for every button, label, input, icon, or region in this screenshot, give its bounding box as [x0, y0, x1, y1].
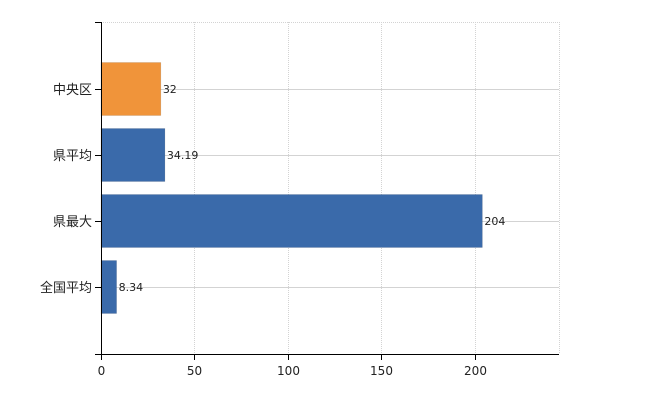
- bar-0: [100, 62, 162, 116]
- x-tick-label-2: 100: [277, 364, 300, 378]
- data-label-1: 34.19: [167, 149, 199, 162]
- data-label-0: 32: [163, 83, 177, 96]
- axis-layer: [95, 22, 559, 360]
- category-label-1: 県平均: [53, 149, 92, 164]
- x-tick-label-4: 200: [464, 364, 487, 378]
- category-label-2: 県最大: [53, 215, 92, 230]
- bar-1: [100, 128, 166, 182]
- grid-layer: [101, 22, 560, 354]
- label-layer: 32 中央区 34.19 県平均 204 県最大 8.34 全国平均 0 50 100 150 200: [40, 83, 505, 378]
- x-tick-label-1: 50: [187, 364, 202, 378]
- category-label-0: 中央区: [53, 83, 92, 98]
- bar-2: [100, 194, 483, 248]
- category-label-3: 全国平均: [40, 280, 92, 296]
- data-label-2: 204: [484, 215, 505, 228]
- bar-layer: [100, 62, 483, 314]
- bar-3: [100, 260, 117, 314]
- data-label-3: 8.34: [119, 281, 144, 294]
- x-tick-label-0: 0: [98, 364, 106, 378]
- x-tick-label-3: 150: [370, 364, 393, 378]
